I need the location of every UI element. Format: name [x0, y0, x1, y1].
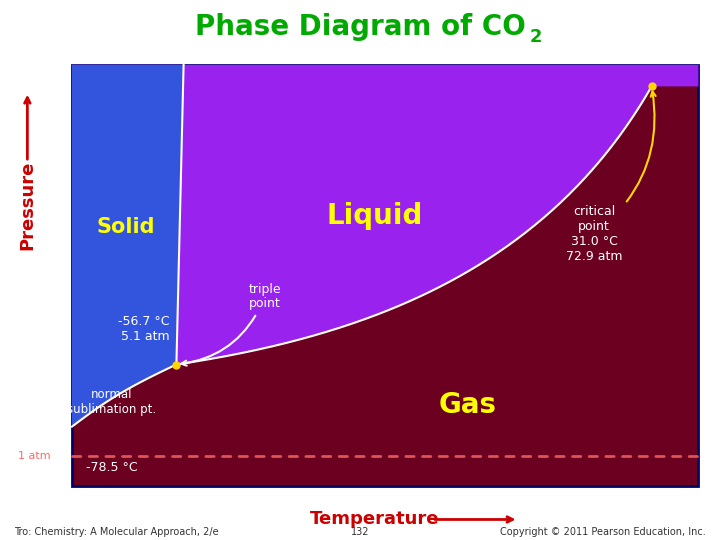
Text: Phase Diagram of CO: Phase Diagram of CO [194, 13, 526, 41]
Text: Pressure: Pressure [18, 160, 36, 250]
Text: Copyright © 2011 Pearson Education, Inc.: Copyright © 2011 Pearson Education, Inc. [500, 527, 706, 537]
Text: -78.5 °C: -78.5 °C [86, 461, 138, 474]
Text: normal
sublimation pt.: normal sublimation pt. [67, 388, 156, 416]
Text: 2: 2 [529, 28, 541, 46]
Text: triple
point: triple point [181, 282, 281, 366]
Text: 1 atm: 1 atm [18, 451, 50, 461]
Text: Temperature: Temperature [310, 510, 439, 529]
Text: Liquid: Liquid [326, 202, 423, 230]
Text: critical
point
31.0 °C
72.9 atm: critical point 31.0 °C 72.9 atm [566, 91, 656, 263]
Bar [72, 65, 698, 486]
Text: -56.7 °C
5.1 atm: -56.7 °C 5.1 atm [117, 315, 169, 343]
Polygon shape [72, 65, 698, 365]
Polygon shape [72, 65, 184, 486]
Text: Gas: Gas [439, 391, 497, 419]
Text: Solid: Solid [96, 217, 156, 237]
Text: 132: 132 [351, 527, 369, 537]
Text: Tro: Chemistry: A Molecular Approach, 2/e: Tro: Chemistry: A Molecular Approach, 2/… [14, 527, 219, 537]
